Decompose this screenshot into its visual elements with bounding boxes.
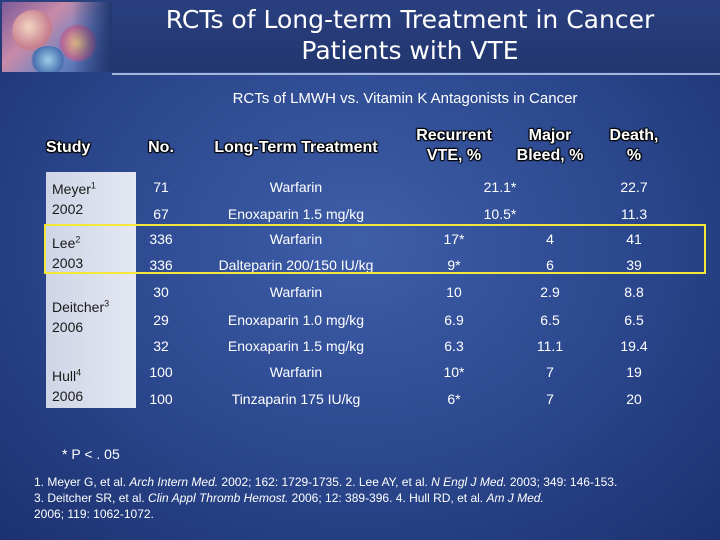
study-hull: Hull4 2006 xyxy=(52,366,83,406)
references-line-2: 3. Deitcher SR, et al. Clin Appl Thromb … xyxy=(34,491,544,505)
cell-death: 6.5 xyxy=(624,312,644,328)
cell-recurrent-vte: 6.9 xyxy=(444,312,464,328)
references-line-3: 2006; 119: 1062-1072. xyxy=(34,507,154,521)
cell-death: 20 xyxy=(626,391,642,407)
slide-title: RCTs of Long-term Treatment in Cancer Pa… xyxy=(120,4,700,66)
header-recurrent-vte: Recurrent VTE, % xyxy=(402,126,506,166)
cell-recurrent-vte: 17* xyxy=(443,231,465,247)
cell-treatment: Warfarin xyxy=(269,284,323,300)
cell-no: 32 xyxy=(153,338,169,354)
study-ref: 2 xyxy=(75,234,81,245)
footnote: * P < . 05 xyxy=(62,446,120,462)
header-bleed-line-2: Bleed, % xyxy=(516,147,584,164)
cell-treatment: Warfarin xyxy=(269,364,323,380)
study-ref: 1 xyxy=(90,180,96,191)
cell-image-logo xyxy=(2,2,112,72)
study-name: Lee xyxy=(52,235,76,251)
study-meyer: Meyer1 2002 xyxy=(52,179,96,219)
slide-title-line-1: RCTs of Long-term Treatment in Cancer xyxy=(165,5,655,34)
cell-death: 22.7 xyxy=(620,179,648,195)
study-name: Deitcher xyxy=(52,299,105,315)
header-recurrent-line-1: Recurrent xyxy=(416,127,492,144)
header-treatment: Long-Term Treatment xyxy=(214,139,378,156)
cell-no: 71 xyxy=(153,179,169,195)
cell-major-bleed: 4 xyxy=(546,231,554,247)
cell-major-bleed: 11.1 xyxy=(536,338,564,354)
cell-no: 29 xyxy=(153,312,169,328)
study-lee: Lee2 2003 xyxy=(52,233,83,273)
cell-major-bleed: 2.9 xyxy=(540,284,560,300)
cell-major-bleed: 7 xyxy=(546,391,554,407)
header-study: Study xyxy=(46,139,91,156)
study-deitcher: Deitcher3 2006 xyxy=(52,297,109,337)
header-death: Death, % xyxy=(592,126,676,166)
highlight-box-lee-study xyxy=(44,224,706,274)
title-divider xyxy=(112,73,720,75)
study-name: Meyer xyxy=(52,181,91,197)
study-name: Hull xyxy=(52,368,77,384)
table-subtitle: RCTs of LMWH vs. Vitamin K Antagonists i… xyxy=(232,90,578,107)
header-death-line-2: % xyxy=(626,147,642,164)
header-major-bleed: Major Bleed, % xyxy=(502,126,598,166)
cell-treatment: Warfarin xyxy=(269,231,323,247)
cell-death: 39 xyxy=(626,257,642,273)
study-ref: 3 xyxy=(104,298,110,309)
study-year: 2006 xyxy=(52,319,84,335)
header-no: No. xyxy=(148,139,174,156)
study-year: 2003 xyxy=(52,255,84,271)
cell-major-bleed: 6.5 xyxy=(540,312,560,328)
cell-recurrent-vte: 6* xyxy=(447,391,461,407)
cell-major-bleed: 6 xyxy=(546,257,554,273)
cell-recurrent-vte: 10 xyxy=(446,284,462,300)
cell-recurrent-vte: 9* xyxy=(447,257,461,273)
cell-major-bleed: 7 xyxy=(546,364,554,380)
header-bleed-line-1: Major xyxy=(528,127,572,144)
title-bar xyxy=(0,0,720,72)
cell-combined-outcome: 21.1* xyxy=(483,179,517,195)
cell-recurrent-vte: 6.3 xyxy=(444,338,464,354)
cell-treatment: Enoxaparin 1.5 mg/kg xyxy=(227,206,365,222)
cell-combined-outcome: 10.5* xyxy=(483,206,517,222)
cell-treatment: Dalteparin 200/150 IU/kg xyxy=(218,257,374,273)
cell-no: 336 xyxy=(149,257,173,273)
cell-death: 19.4 xyxy=(620,338,648,354)
cell-treatment: Tinzaparin 175 IU/kg xyxy=(231,391,361,407)
cell-no: 30 xyxy=(153,284,169,300)
study-ref: 4 xyxy=(76,367,82,378)
cell-no: 100 xyxy=(149,364,173,380)
references: 1. Meyer G, et al. Arch Intern Med. 2002… xyxy=(34,474,714,522)
study-column-background xyxy=(46,172,136,408)
references-line-1: 1. Meyer G, et al. Arch Intern Med. 2002… xyxy=(34,475,618,489)
header-death-line-1: Death, xyxy=(609,127,659,144)
cell-no: 67 xyxy=(153,206,169,222)
study-year: 2002 xyxy=(52,201,84,217)
cell-recurrent-vte: 10* xyxy=(443,364,465,380)
cell-treatment: Enoxaparin 1.5 mg/kg xyxy=(227,338,365,354)
cell-death: 8.8 xyxy=(624,284,644,300)
header-recurrent-line-2: VTE, % xyxy=(426,147,482,164)
cell-no: 336 xyxy=(149,231,173,247)
cell-death: 41 xyxy=(626,231,642,247)
cell-no: 100 xyxy=(149,391,173,407)
slide-title-line-2: Patients with VTE xyxy=(301,36,519,65)
cell-death: 11.3 xyxy=(620,206,648,222)
cell-death: 19 xyxy=(626,364,642,380)
cell-treatment: Warfarin xyxy=(269,179,323,195)
cell-treatment: Enoxaparin 1.0 mg/kg xyxy=(227,312,365,328)
study-year: 2006 xyxy=(52,388,84,404)
